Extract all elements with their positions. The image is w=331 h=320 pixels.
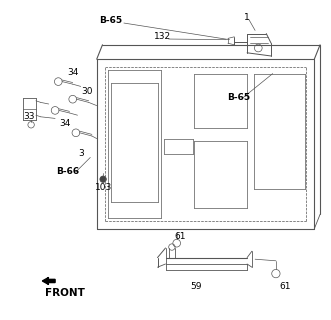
Circle shape bbox=[100, 176, 106, 182]
Text: B-65: B-65 bbox=[227, 93, 251, 102]
Polygon shape bbox=[42, 277, 55, 284]
Text: 33: 33 bbox=[24, 112, 35, 121]
Text: B-66: B-66 bbox=[56, 167, 79, 176]
Text: 34: 34 bbox=[67, 68, 78, 76]
Text: 34: 34 bbox=[59, 119, 71, 128]
Text: FRONT: FRONT bbox=[45, 288, 85, 298]
Text: 59: 59 bbox=[190, 282, 202, 291]
Text: 132: 132 bbox=[154, 32, 171, 41]
Text: 30: 30 bbox=[81, 87, 93, 96]
Text: B-65: B-65 bbox=[100, 16, 123, 25]
Text: 61: 61 bbox=[280, 282, 291, 291]
Text: 61: 61 bbox=[174, 232, 186, 241]
Text: 3: 3 bbox=[78, 149, 83, 158]
Text: 103: 103 bbox=[94, 183, 112, 192]
Text: 1: 1 bbox=[244, 13, 250, 22]
